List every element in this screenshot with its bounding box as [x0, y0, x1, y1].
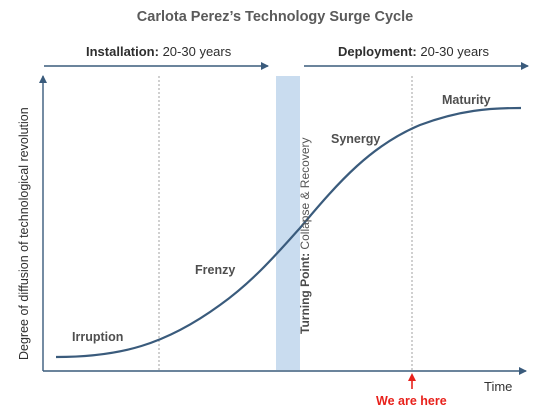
we-are-here-label: We are here	[376, 394, 447, 408]
y-axis-label: Degree of diffusion of technological rev…	[17, 107, 31, 360]
installation-phase-name: Installation:	[86, 44, 159, 59]
stage-maturity: Maturity	[442, 93, 491, 107]
deployment-phase-name: Deployment:	[338, 44, 417, 59]
x-axis-label: Time	[484, 379, 513, 394]
stage-synergy: Synergy	[331, 132, 381, 146]
installation-phase-label: Installation: 20-30 years	[86, 44, 231, 59]
stage-irruption: Irruption	[72, 330, 124, 344]
diagram-title: Carlota Perez’s Technology Surge Cycle	[136, 9, 414, 25]
turning-point-name: Turning Point:	[298, 252, 312, 334]
deployment-phase-duration: 20-30 years	[420, 44, 490, 59]
installation-phase-duration: 20-30 years	[162, 44, 232, 59]
stage-frenzy: Frenzy	[195, 263, 236, 277]
turning-point-band	[276, 76, 300, 370]
turning-point-label: Turning Point: Collapse & Recovery	[298, 138, 312, 335]
turning-point-description: Collapse & Recovery	[298, 137, 312, 250]
deployment-phase-label: Deployment: 20-30 years	[338, 44, 489, 59]
surge-curve	[55, 106, 522, 359]
